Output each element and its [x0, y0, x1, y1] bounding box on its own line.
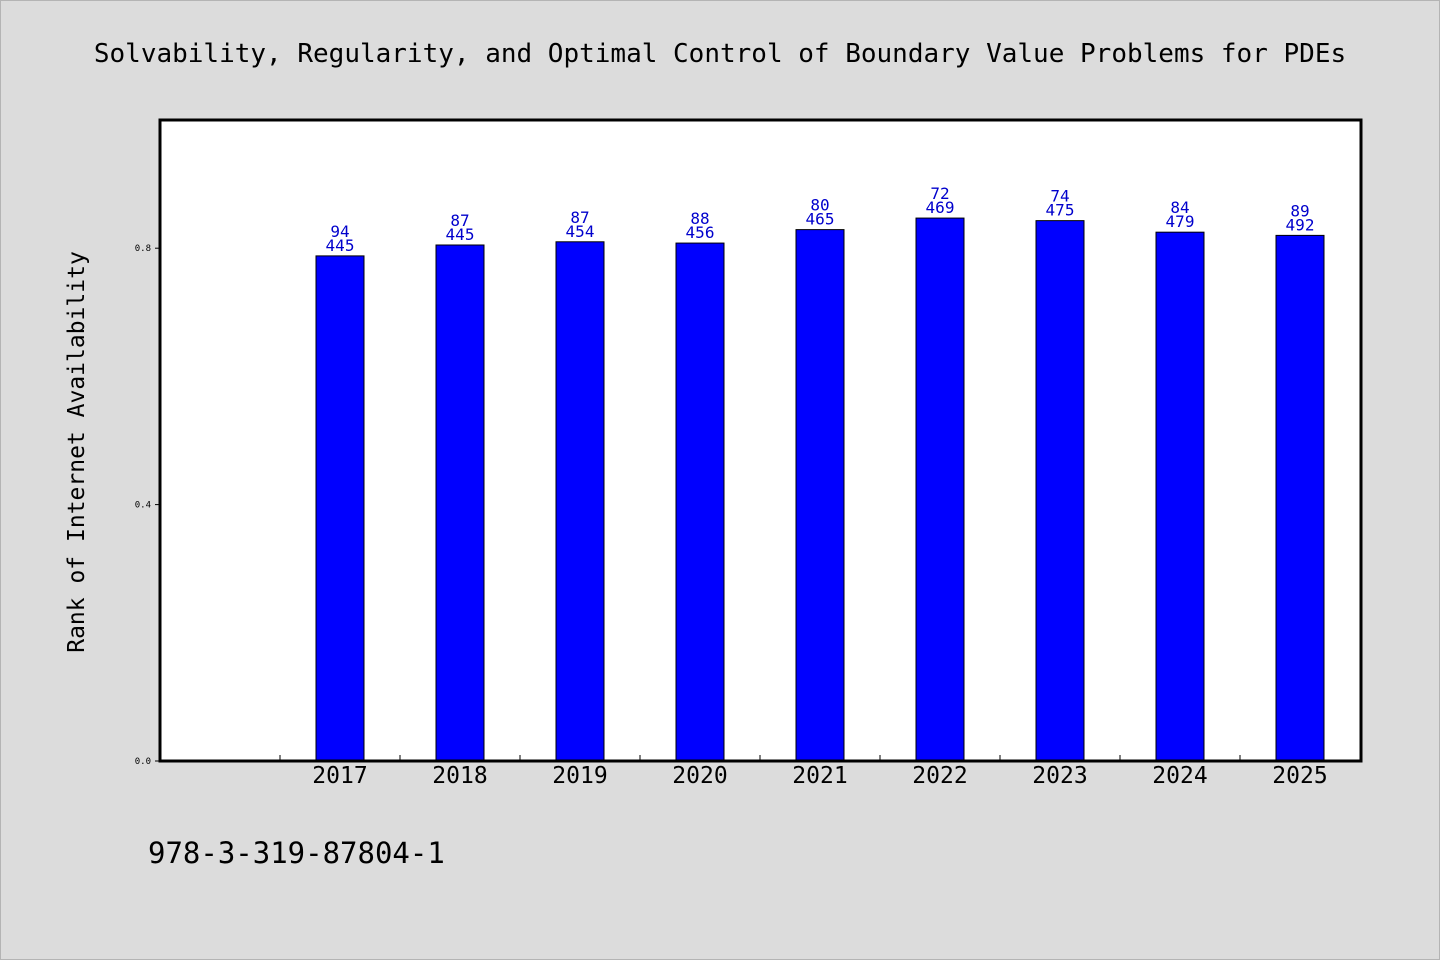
bar-2022 — [915, 217, 965, 762]
data-label-top-2017: 94 — [330, 222, 349, 241]
data-label-top-2022: 72 — [930, 184, 949, 203]
data-label-top-2023: 74 — [1050, 187, 1069, 206]
x-tick-label-2023: 2023 — [1032, 763, 1087, 789]
data-label-bottom-2019: 454 — [566, 222, 595, 241]
data-label-bottom-2020: 456 — [686, 223, 715, 242]
axes-layer: 2017 2018 2019 2020 2021 2022 2023 2024 2025 0.0 0… — [135, 244, 1361, 789]
data-label-bottom-2022: 469 — [926, 198, 955, 217]
bar-2023 — [1035, 220, 1085, 762]
isbn-footer: 978-3-319-87804-1 — [148, 836, 445, 870]
y-tick-label: 0.0 — [135, 757, 151, 767]
bar-2018 — [435, 244, 485, 762]
x-tick-label-2018: 2018 — [432, 763, 487, 789]
data-label-top-2025: 89 — [1290, 201, 1309, 220]
bar-2024 — [1155, 231, 1205, 762]
data-label-bottom-2018: 445 — [446, 225, 475, 244]
bar-2025 — [1275, 234, 1325, 762]
data-label-bottom-2024: 479 — [1166, 212, 1195, 231]
chart-title: Solvability, Regularity, and Optimal Con… — [94, 39, 1346, 69]
x-tick-label-2025: 2025 — [1272, 763, 1327, 789]
x-tick-label-2022: 2022 — [912, 763, 967, 789]
x-tick-label-2020: 2020 — [672, 763, 727, 789]
data-label-top-2019: 87 — [570, 208, 589, 227]
x-tick-label-2024: 2024 — [1152, 763, 1207, 789]
data-label-bottom-2023: 475 — [1046, 201, 1075, 220]
y-tick-label: 0.8 — [135, 244, 151, 254]
data-label-bottom-2017: 445 — [326, 236, 355, 255]
data-label-top-2020: 88 — [690, 209, 709, 228]
bar-2019 — [555, 241, 605, 762]
bar-2021 — [795, 229, 845, 762]
x-tick-label-2017: 2017 — [312, 763, 367, 789]
y-axis-label: Rank of Internet Availability — [64, 251, 90, 653]
data-label-top-2024: 84 — [1170, 198, 1189, 217]
data-label-bottom-2025: 492 — [1286, 215, 1315, 234]
data-label-bottom-2021: 465 — [806, 210, 835, 229]
bar-2020 — [675, 242, 725, 762]
plot-frame — [158, 118, 1363, 763]
data-label-top-2018: 87 — [450, 211, 469, 230]
bar-2017 — [315, 255, 365, 762]
x-tick-label-2019: 2019 — [552, 763, 607, 789]
y-tick-label: 0.4 — [135, 501, 151, 511]
bars-layer — [315, 217, 1325, 762]
data-label-top-2021: 80 — [810, 196, 829, 215]
x-tick-label-2021: 2021 — [792, 763, 847, 789]
